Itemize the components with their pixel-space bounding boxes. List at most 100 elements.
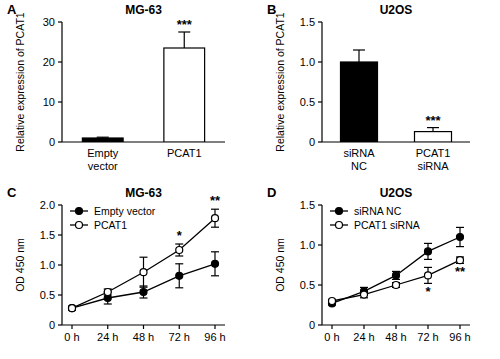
y-tick-label: 1.5: [300, 16, 315, 28]
error-cap: [175, 243, 183, 244]
y-tick-label: 0.5: [300, 279, 315, 291]
y-tick: [318, 244, 322, 245]
marker: [425, 272, 432, 279]
label-line: PCAT1: [167, 147, 202, 159]
y-tick: [58, 141, 62, 142]
marker: [140, 289, 147, 296]
annotation: **: [210, 193, 221, 208]
x-tick: [459, 325, 460, 329]
error-bar: [456, 227, 464, 246]
error-bar: [97, 137, 109, 139]
legend: Empty vectorPCAT1: [70, 205, 156, 231]
error-bar: [353, 50, 365, 62]
y-axis: [321, 22, 322, 142]
error-cap: [175, 255, 183, 256]
bar: [341, 62, 378, 142]
title: U2OS: [380, 3, 413, 17]
y-tick-label: 1.5: [40, 229, 55, 241]
error-cap: [456, 246, 464, 247]
bar: [415, 132, 452, 142]
error-cap: [211, 251, 219, 252]
legend: siRNA NCPCAT1 siRNA: [330, 205, 420, 231]
annotation: ***: [177, 17, 193, 32]
label-line: Empty: [87, 147, 119, 159]
marker: [104, 289, 111, 296]
error-cap: [97, 137, 109, 138]
error-bar: [360, 291, 368, 297]
error-bar: [140, 286, 148, 298]
y-tick-label: 20: [43, 56, 55, 68]
series-line: [72, 218, 215, 308]
marker: [212, 215, 219, 222]
legend-marker: [336, 222, 343, 229]
x-tick-label: PCAT1: [167, 147, 202, 159]
x-tick: [143, 325, 144, 329]
x-tick-label: 48 h: [133, 331, 154, 343]
error-bar: [424, 243, 432, 259]
y-tick-label: 0: [309, 136, 315, 148]
marker: [212, 260, 219, 267]
x-tick-label: PCAT1siRNA: [416, 147, 451, 172]
panel-label: C: [7, 185, 17, 200]
error-bar: [424, 267, 432, 283]
error-cap: [424, 259, 432, 260]
panel-label: D: [267, 185, 276, 200]
error-cap: [140, 287, 148, 288]
title: U2OS: [380, 186, 413, 200]
error-bar: [211, 252, 219, 276]
y-axis-label: Relative expression of PCAT1: [274, 12, 286, 151]
y-axis: [321, 205, 322, 325]
annotation: *: [177, 228, 183, 243]
x-tick-label: Emptyvector: [87, 147, 119, 172]
label-line: NC: [351, 160, 367, 172]
panel: AMG-63Relative expression of PCAT1010203…: [7, 2, 225, 172]
y-tick-label: 1.0: [300, 239, 315, 251]
error-cap: [140, 297, 148, 298]
y-tick: [318, 324, 322, 325]
legend-label: PCAT1 siRNA: [354, 219, 420, 231]
plot-data: [68, 209, 219, 312]
x-tick: [363, 325, 364, 329]
x-tick-label: 0 h: [64, 331, 79, 343]
marker: [457, 234, 464, 241]
legend-marker: [336, 208, 343, 215]
error-cap: [456, 227, 464, 228]
x-tick-label: 24 h: [353, 331, 374, 343]
marker: [329, 298, 336, 305]
error-stem: [358, 50, 359, 62]
bar: [82, 138, 123, 142]
error-bar: [178, 32, 190, 48]
marker: [393, 272, 400, 279]
panel: BU2OSRelative expression of PCAT100.51.0…: [267, 2, 470, 172]
error-cap: [175, 287, 183, 288]
x-tick-label: 72 h: [169, 331, 190, 343]
label-line: siRNA: [417, 160, 449, 172]
y-tick: [58, 264, 62, 265]
y-tick: [58, 294, 62, 295]
error-bar: [427, 128, 439, 132]
legend-marker: [76, 208, 83, 215]
error-stem: [184, 32, 185, 48]
annotation: **: [455, 264, 466, 279]
y-tick-label: 0: [49, 136, 55, 148]
legend-marker: [76, 222, 83, 229]
y-tick-label: 10: [43, 96, 55, 108]
error-bar: [456, 257, 464, 263]
title: MG-63: [125, 3, 162, 17]
x-tick: [214, 325, 215, 329]
y-tick: [58, 61, 62, 62]
x-tick-label: 0 h: [324, 331, 339, 343]
marker: [425, 248, 432, 255]
figure: AMG-63Relative expression of PCAT1010203…: [0, 0, 500, 359]
marker: [176, 247, 183, 254]
error-cap: [211, 209, 219, 210]
x-tick-label: 48 h: [385, 331, 406, 343]
x-tick: [107, 325, 108, 329]
y-tick-label: 1.5: [300, 199, 315, 211]
marker: [140, 269, 147, 276]
marker: [361, 291, 368, 298]
bar: [164, 48, 205, 142]
y-tick-label: 0.5: [40, 289, 55, 301]
error-cap: [104, 303, 112, 304]
error-cap: [211, 227, 219, 228]
